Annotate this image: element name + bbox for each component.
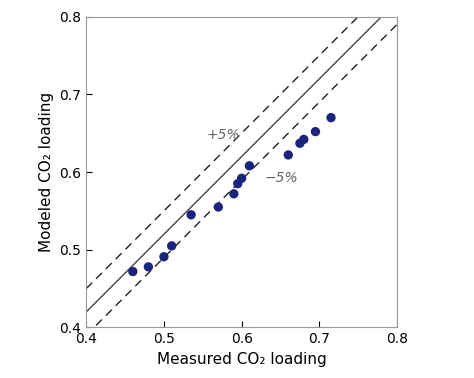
Point <box>215 204 222 210</box>
Point <box>234 181 242 187</box>
Point <box>160 254 168 260</box>
Y-axis label: Modeled CO₂ loading: Modeled CO₂ loading <box>39 92 54 252</box>
X-axis label: Measured CO₂ loading: Measured CO₂ loading <box>157 352 327 367</box>
Point <box>296 140 304 146</box>
Point <box>168 243 175 249</box>
Point <box>230 191 237 197</box>
Point <box>284 152 292 158</box>
Point <box>327 115 335 121</box>
Point <box>238 175 246 181</box>
Text: +5%: +5% <box>207 128 240 142</box>
Point <box>246 163 253 169</box>
Point <box>145 264 152 270</box>
Point <box>187 212 195 218</box>
Text: −5%: −5% <box>265 171 299 185</box>
Point <box>300 136 308 143</box>
Point <box>129 268 137 274</box>
Point <box>312 129 319 135</box>
